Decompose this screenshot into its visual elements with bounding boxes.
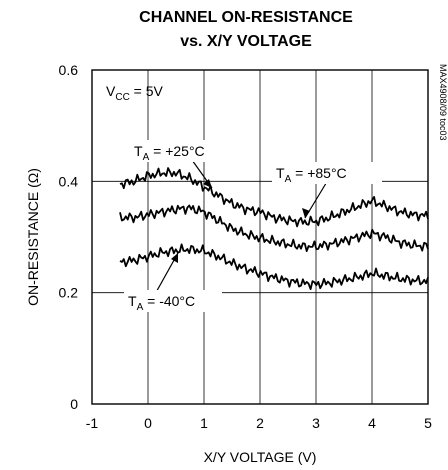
- y-axis-label: ON-RESISTANCE (Ω): [25, 168, 41, 306]
- arrowhead-85c: [302, 208, 310, 218]
- condition-value: = 5V: [130, 83, 164, 99]
- condition-label: VCC = 5V: [106, 83, 164, 103]
- x-tick-label: 4: [368, 415, 376, 431]
- y-tick-label: 0.6: [59, 62, 79, 78]
- y-tick-label: 0.4: [59, 173, 79, 189]
- condition-subscript: CC: [115, 92, 129, 103]
- x-tick-label: 2: [256, 415, 264, 431]
- series-label-85c: TA = +85°C: [272, 162, 382, 218]
- series-line-25c: [120, 206, 428, 252]
- x-axis-label: X/Y VOLTAGE (V): [204, 449, 317, 465]
- x-tick-label: -1: [86, 415, 99, 431]
- x-tick-label: 3: [312, 415, 320, 431]
- chart-subtitle: vs. X/Y VOLTAGE: [180, 33, 312, 50]
- series-label-minus40c: TA = -40°C: [124, 253, 222, 313]
- x-tick-label: 5: [424, 415, 432, 431]
- x-tick-labels: -1 0 1 2 3 4 5: [86, 415, 432, 431]
- chart-title: CHANNEL ON-RESISTANCE: [139, 9, 353, 26]
- arrowhead-minus40c: [171, 253, 178, 263]
- y-tick-labels: 0 0.2 0.4 0.6: [59, 62, 79, 412]
- series: [120, 168, 428, 289]
- x-tick-label: 1: [200, 415, 208, 431]
- x-tick-label: 0: [144, 415, 152, 431]
- y-tick-label: 0.2: [59, 285, 79, 301]
- y-tick-label: 0: [70, 396, 78, 412]
- document-id: MAX4908/09 toc03: [438, 64, 448, 141]
- series-line-minus40c: [120, 244, 428, 289]
